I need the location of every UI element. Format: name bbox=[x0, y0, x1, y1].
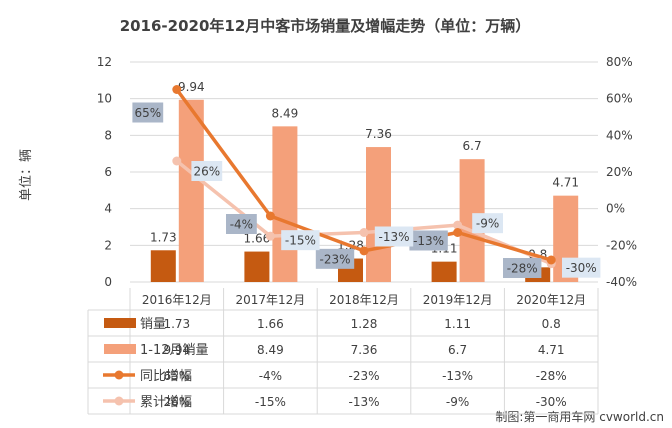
table-cell: -28% bbox=[536, 369, 567, 383]
data-label-yoy-growth-box bbox=[315, 248, 355, 269]
table-cell: -13% bbox=[442, 369, 473, 383]
table-cell: -30% bbox=[536, 395, 567, 409]
y-tick-label: 8 bbox=[104, 128, 112, 142]
data-label-cumulative-growth-box bbox=[191, 161, 223, 181]
table-header-category: 2018年12月 bbox=[329, 293, 399, 307]
data-label-yoy-growth: -23% bbox=[319, 252, 350, 266]
legend-label: 同比增幅 bbox=[140, 369, 192, 384]
data-label-cumulative-growth: 26% bbox=[193, 165, 220, 179]
data-label-yoy-growth: -13% bbox=[413, 234, 444, 248]
bar-sales bbox=[150, 250, 176, 282]
table-header-category: 2020年12月 bbox=[516, 293, 586, 307]
data-label-cumulative-growth-box bbox=[281, 230, 320, 251]
data-label-cumulative-growth: -30% bbox=[566, 261, 597, 275]
table-cell: 6.7 bbox=[448, 343, 467, 357]
point-cumulative-growth bbox=[359, 228, 369, 237]
data-label-cumulative-growth-box bbox=[472, 213, 503, 234]
table-cell: 65% bbox=[163, 369, 190, 383]
chart-title: 2016-2020年12月中客市场销量及增幅走势（单位：万辆） bbox=[120, 17, 531, 35]
point-yoy-growth bbox=[265, 211, 275, 221]
data-label-yoy-growth-box bbox=[409, 230, 448, 251]
point-yoy-growth bbox=[359, 246, 369, 256]
data-label-cumulative-growth-box bbox=[374, 226, 414, 247]
table-cell: -9% bbox=[446, 395, 469, 409]
bar-sales bbox=[431, 261, 457, 282]
data-label-cumulative-growth: -15% bbox=[285, 234, 316, 248]
y2-tick-label: 60% bbox=[606, 92, 633, 106]
y2-tick-label: 20% bbox=[606, 165, 633, 179]
y-axis-label: 单位：辆 bbox=[19, 149, 34, 201]
bar-cumulative bbox=[366, 147, 391, 282]
table-cell: 1.11 bbox=[444, 317, 471, 331]
table-cell: 1.28 bbox=[351, 317, 378, 331]
legend-label: 1-12月销量 bbox=[140, 343, 209, 358]
data-label-cumulative: 9.94 bbox=[178, 80, 205, 94]
bar-cumulative bbox=[272, 126, 298, 282]
credit-note: 制图:第一商用车网 cvworld.cn bbox=[495, 409, 664, 424]
point-cumulative-growth bbox=[265, 231, 275, 241]
legend-key-point bbox=[114, 396, 124, 406]
point-cumulative-growth bbox=[453, 220, 463, 230]
legend-key-point bbox=[114, 370, 124, 380]
data-label-cumulative-growth-box bbox=[562, 257, 601, 278]
legend-label: 销量 bbox=[140, 317, 166, 332]
data-label-sales: 1.73 bbox=[150, 230, 177, 244]
legend-label: 累计增幅 bbox=[140, 395, 192, 410]
y2-tick-label: 0% bbox=[606, 202, 625, 216]
data-label-yoy-growth: 65% bbox=[134, 106, 161, 120]
table-cell: 4.71 bbox=[538, 343, 565, 357]
y2-tick-label: 80% bbox=[606, 55, 633, 69]
table-cell: 1.66 bbox=[257, 317, 284, 331]
y-tick-label: 2 bbox=[104, 238, 112, 252]
data-label-cumulative: 4.71 bbox=[552, 176, 579, 190]
bar-cumulative bbox=[178, 99, 204, 283]
y-tick-label: 0 bbox=[104, 275, 112, 289]
table-cell: 1.73 bbox=[163, 317, 190, 331]
table-header-category: 2016年12月 bbox=[142, 293, 212, 307]
data-label-yoy-growth-box bbox=[132, 102, 164, 123]
point-yoy-growth bbox=[453, 228, 463, 237]
data-label-yoy-growth-box bbox=[503, 258, 542, 278]
table-cell: -13% bbox=[348, 395, 379, 409]
table-cell: 9.94 bbox=[163, 343, 190, 357]
legend-key-bar bbox=[104, 344, 136, 354]
point-yoy-growth bbox=[546, 255, 556, 265]
data-label-yoy-growth-box bbox=[226, 214, 257, 234]
table-cell: -23% bbox=[348, 369, 379, 383]
point-cumulative-growth bbox=[172, 156, 182, 166]
y-tick-label: 10 bbox=[97, 92, 112, 106]
data-label-yoy-growth: -28% bbox=[507, 262, 538, 276]
y2-tick-label: 40% bbox=[606, 128, 633, 142]
table-cell: 7.36 bbox=[351, 343, 378, 357]
point-yoy-growth bbox=[172, 85, 182, 94]
data-label-cumulative: 7.36 bbox=[365, 127, 392, 141]
legend-key-bar bbox=[104, 318, 136, 328]
data-label-sales: 1.66 bbox=[244, 232, 271, 246]
y-tick-label: 4 bbox=[104, 202, 112, 216]
table-header-category: 2017年12月 bbox=[235, 293, 305, 307]
table-cell: 8.49 bbox=[257, 343, 284, 357]
data-label-yoy-growth: -4% bbox=[230, 218, 253, 232]
y2-tick-label: -20% bbox=[606, 238, 637, 252]
y-tick-label: 6 bbox=[104, 165, 112, 179]
table-cell: 26% bbox=[163, 395, 190, 409]
table-cell: 0.8 bbox=[542, 317, 561, 331]
data-label-cumulative: 6.7 bbox=[463, 139, 482, 153]
y-tick-label: 12 bbox=[97, 55, 112, 69]
data-label-cumulative-growth: -9% bbox=[476, 217, 499, 231]
table-cell: -4% bbox=[259, 369, 282, 383]
data-label-cumulative: 8.49 bbox=[272, 106, 299, 120]
table-header-category: 2019年12月 bbox=[423, 293, 493, 307]
bar-sales bbox=[244, 251, 270, 282]
table-cell: -15% bbox=[255, 395, 286, 409]
data-label-cumulative-growth: -13% bbox=[378, 230, 409, 244]
y2-tick-label: -40% bbox=[606, 275, 637, 289]
